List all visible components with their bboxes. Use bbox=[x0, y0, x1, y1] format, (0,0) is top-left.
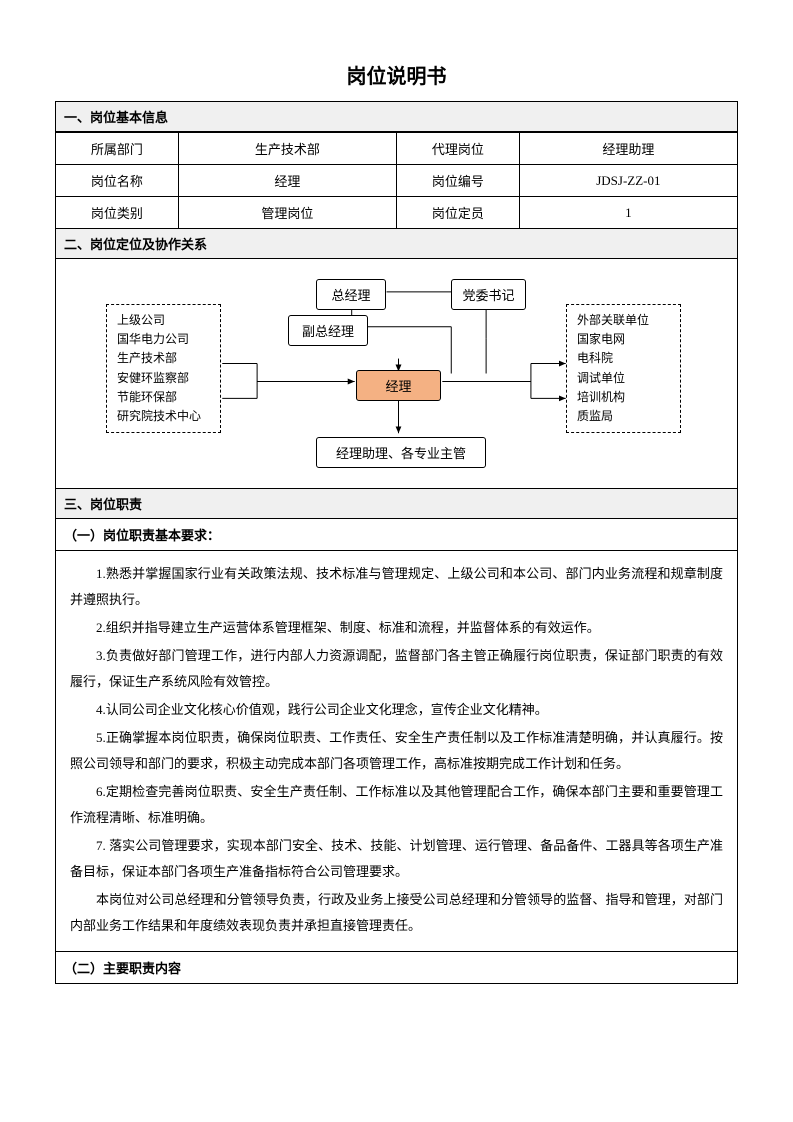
list-item: 培训机构 bbox=[577, 388, 670, 407]
para: 4.认同公司企业文化核心价值观，践行公司企业文化理念，宣传企业文化精神。 bbox=[70, 697, 723, 723]
cell: 岗位编号 bbox=[396, 165, 519, 197]
cell: 经理助理 bbox=[519, 133, 737, 165]
cell: 经理 bbox=[178, 165, 396, 197]
node-party: 党委书记 bbox=[451, 279, 526, 310]
cell: 岗位名称 bbox=[56, 165, 179, 197]
list-item: 调试单位 bbox=[577, 369, 670, 388]
basic-info-table: 所属部门 生产技术部 代理岗位 经理助理 岗位名称 经理 岗位编号 JDSJ-Z… bbox=[55, 132, 738, 229]
para: 1.熟悉并掌握国家行业有关政策法规、技术标准与管理规定、上级公司和本公司、部门内… bbox=[70, 561, 723, 613]
para: 7. 落实公司管理要求，实现本部门安全、技术、技能、计划管理、运行管理、备品备件… bbox=[70, 833, 723, 885]
cell: JDSJ-ZZ-01 bbox=[519, 165, 737, 197]
left-related-box: 上级公司 国华电力公司 生产技术部 安健环监察部 节能环保部 研究院技术中心 bbox=[106, 304, 221, 433]
cell: 代理岗位 bbox=[396, 133, 519, 165]
cell: 岗位类别 bbox=[56, 197, 179, 229]
section2-header: 二、岗位定位及协作关系 bbox=[55, 229, 738, 259]
cell: 所属部门 bbox=[56, 133, 179, 165]
table-row: 岗位名称 经理 岗位编号 JDSJ-ZZ-01 bbox=[56, 165, 738, 197]
table-row: 岗位类别 管理岗位 岗位定员 1 bbox=[56, 197, 738, 229]
para: 5.正确掌握本岗位职责，确保岗位职责、工作责任、安全生产责任制以及工作标准清楚明… bbox=[70, 725, 723, 777]
section1-header: 一、岗位基本信息 bbox=[55, 101, 738, 132]
node-gm: 总经理 bbox=[316, 279, 386, 310]
sub-header-1: （一）岗位职责基本要求： bbox=[55, 519, 738, 551]
cell: 岗位定员 bbox=[396, 197, 519, 229]
para: 2.组织并指导建立生产运营体系管理框架、制度、标准和流程，并监督体系的有效运作。 bbox=[70, 615, 723, 641]
para: 6.定期检查完善岗位职责、安全生产责任制、工作标准以及其他管理配合工作，确保本部… bbox=[70, 779, 723, 831]
list-item: 研究院技术中心 bbox=[117, 407, 210, 426]
para: 3.负责做好部门管理工作，进行内部人力资源调配，监督部门各主管正确履行岗位职责，… bbox=[70, 643, 723, 695]
left-box-title: 上级公司 bbox=[117, 311, 210, 330]
section3-header: 三、岗位职责 bbox=[55, 489, 738, 519]
list-item: 节能环保部 bbox=[117, 388, 210, 407]
node-vgm: 副总经理 bbox=[288, 315, 368, 346]
list-item: 生产技术部 bbox=[117, 349, 210, 368]
node-bottom: 经理助理、各专业主管 bbox=[316, 437, 486, 468]
document-title: 岗位说明书 bbox=[55, 60, 738, 89]
list-item: 国家电网 bbox=[577, 330, 670, 349]
responsibilities-body: 1.熟悉并掌握国家行业有关政策法规、技术标准与管理规定、上级公司和本公司、部门内… bbox=[55, 551, 738, 952]
sub-header-2: （二）主要职责内容 bbox=[55, 952, 738, 984]
list-item: 电科院 bbox=[577, 349, 670, 368]
list-item: 安健环监察部 bbox=[117, 369, 210, 388]
table-row: 所属部门 生产技术部 代理岗位 经理助理 bbox=[56, 133, 738, 165]
cell: 1 bbox=[519, 197, 737, 229]
org-diagram: 上级公司 国华电力公司 生产技术部 安健环监察部 节能环保部 研究院技术中心 外… bbox=[55, 259, 738, 489]
list-item: 国华电力公司 bbox=[117, 330, 210, 349]
node-manager: 经理 bbox=[356, 370, 441, 401]
list-item: 质监局 bbox=[577, 407, 670, 426]
cell: 生产技术部 bbox=[178, 133, 396, 165]
right-related-box: 外部关联单位 国家电网 电科院 调试单位 培训机构 质监局 bbox=[566, 304, 681, 433]
right-box-title: 外部关联单位 bbox=[577, 311, 670, 330]
cell: 管理岗位 bbox=[178, 197, 396, 229]
para: 本岗位对公司总经理和分管领导负责，行政及业务上接受公司总经理和分管领导的监督、指… bbox=[70, 887, 723, 939]
